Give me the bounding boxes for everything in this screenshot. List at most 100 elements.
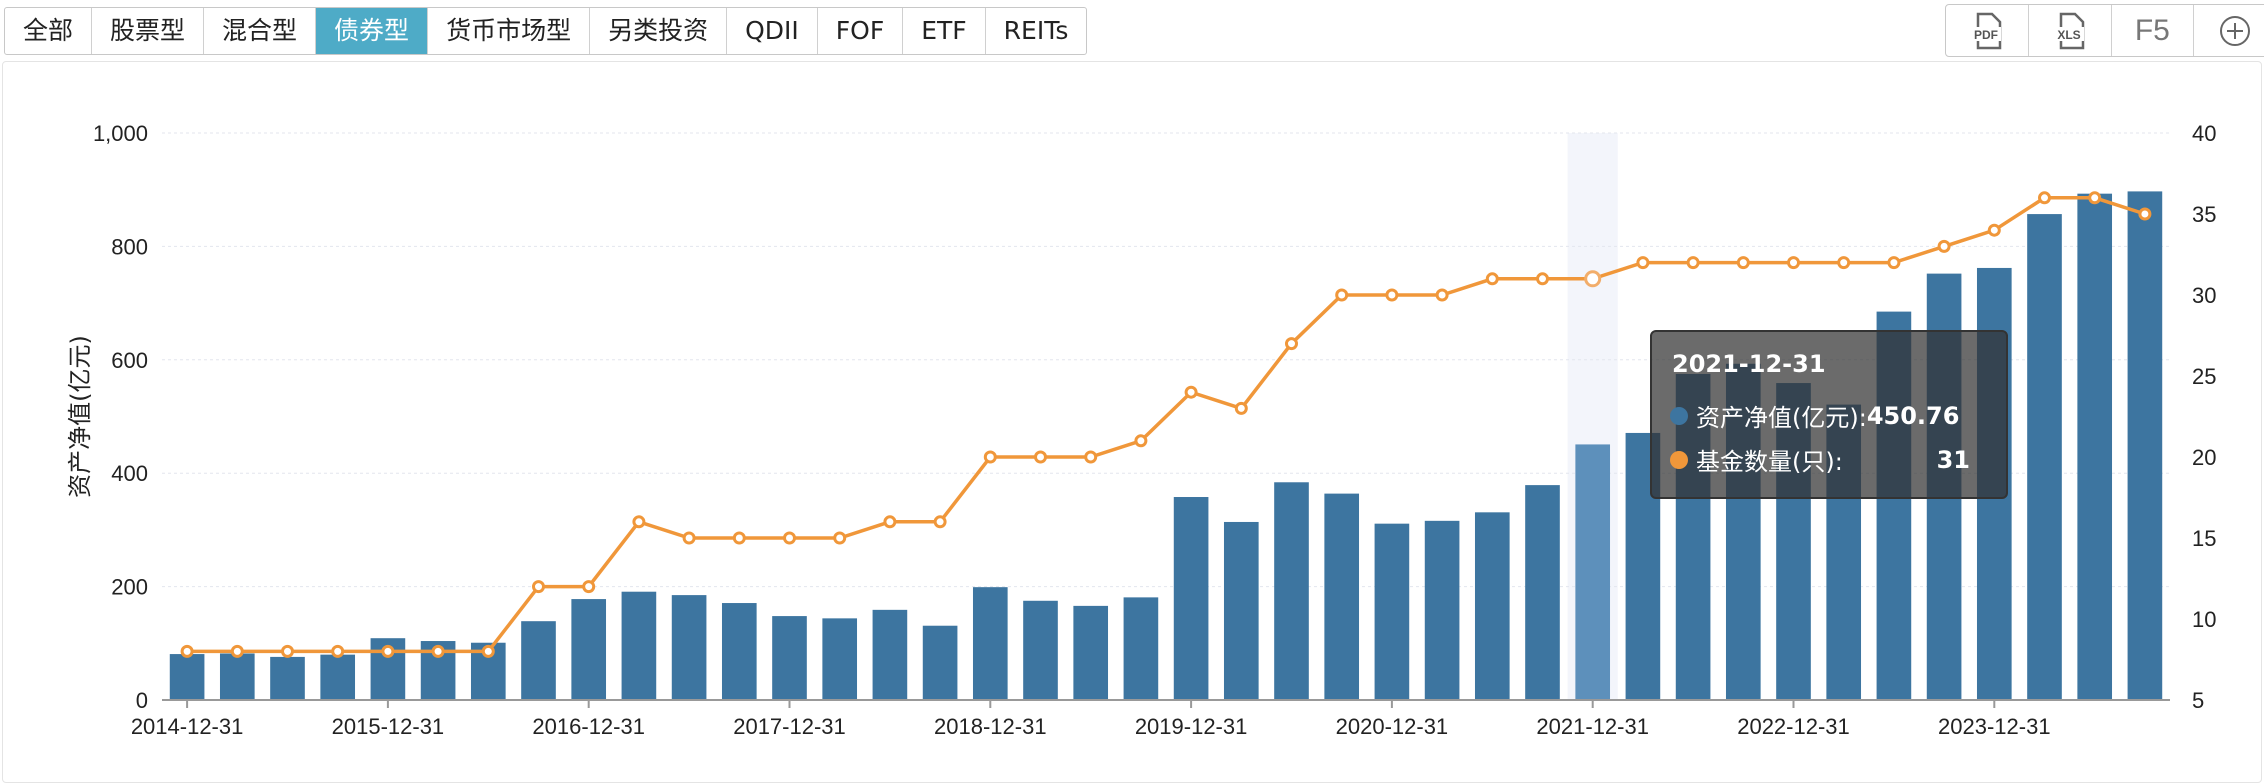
xls-file-icon: XLS bbox=[2053, 12, 2084, 49]
right-axis-tick-label: 25 bbox=[2192, 364, 2216, 389]
tooltip-label: 基金数量(只): bbox=[1696, 448, 1843, 476]
left-axis-tick-label: 1,000 bbox=[93, 121, 148, 146]
line-point bbox=[1837, 256, 1851, 270]
line-point bbox=[1636, 256, 1650, 270]
x-axis-tick-label: 2017-12-31 bbox=[733, 714, 846, 739]
left-axis-tick-label: 0 bbox=[136, 688, 148, 713]
left-axis-tick-label: 800 bbox=[111, 234, 148, 259]
line-point bbox=[180, 644, 194, 658]
line-point bbox=[230, 644, 244, 658]
bar bbox=[922, 625, 958, 700]
tab-8[interactable]: ETF bbox=[903, 8, 986, 54]
bar bbox=[270, 656, 305, 700]
tab-3[interactable]: 债券型 bbox=[316, 8, 429, 54]
line-point bbox=[481, 644, 495, 658]
line-point bbox=[1686, 256, 1700, 270]
bar-line-chart: 0 200 400 600 800 1,000 5 10 15 20 25 30 35 40 资产净值(亿元… bbox=[66, 121, 2216, 739]
x-axis-tick-label: 2022-12-31 bbox=[1737, 714, 1850, 739]
add-button[interactable] bbox=[2194, 5, 2264, 56]
bar bbox=[1123, 597, 1159, 700]
x-axis-tick-label: 2016-12-31 bbox=[532, 714, 645, 739]
bar bbox=[621, 591, 657, 700]
bar bbox=[1424, 520, 1460, 700]
bar bbox=[772, 616, 807, 700]
bar bbox=[521, 621, 556, 700]
x-axis-tick-label: 2021-12-31 bbox=[1536, 714, 1649, 739]
line-point bbox=[1485, 272, 1499, 286]
right-axis-tick-label: 5 bbox=[2192, 688, 2204, 713]
left-axis-tick-label: 400 bbox=[111, 461, 148, 486]
bar bbox=[1073, 605, 1109, 700]
line-point bbox=[1385, 288, 1399, 302]
bar bbox=[571, 599, 607, 700]
bar bbox=[1324, 493, 1360, 700]
bar bbox=[671, 595, 707, 700]
left-axis-title: 资产净值(亿元) bbox=[66, 335, 94, 498]
svg-text:PDF: PDF bbox=[1974, 28, 1998, 42]
tab-2[interactable]: 混合型 bbox=[204, 8, 317, 54]
x-axis-tick-label: 2014-12-31 bbox=[131, 714, 244, 739]
toolbar: PDF XLS F5 bbox=[1945, 4, 2264, 57]
svg-text:XLS: XLS bbox=[2057, 28, 2080, 42]
tooltip-value: 450.76 bbox=[1866, 401, 1960, 430]
bar bbox=[2027, 214, 2062, 700]
line-point bbox=[281, 644, 294, 658]
line-point bbox=[1584, 270, 1602, 288]
line-point bbox=[331, 644, 345, 658]
tab-9[interactable]: REITs bbox=[1003, 16, 1069, 45]
tooltip-row-fund-count: 基金数量(只): 31 bbox=[1670, 442, 1990, 477]
export-pdf-button[interactable]: PDF bbox=[1946, 5, 2029, 56]
line-point bbox=[632, 515, 646, 529]
bar bbox=[972, 587, 1008, 700]
line-point bbox=[1184, 385, 1198, 399]
tab-7[interactable]: FOF bbox=[818, 8, 904, 54]
bar bbox=[872, 609, 908, 700]
bar bbox=[169, 654, 205, 700]
line-point bbox=[1987, 223, 2001, 237]
line-point bbox=[1736, 256, 1750, 270]
bar bbox=[1525, 485, 1560, 700]
tab-0[interactable]: 全部 bbox=[5, 8, 93, 54]
line-point bbox=[1787, 256, 1800, 270]
line-point bbox=[1937, 239, 1951, 253]
bar bbox=[1023, 600, 1058, 700]
line-point bbox=[1335, 288, 1349, 302]
line-point bbox=[381, 644, 395, 658]
x-axis-tick-label: 2020-12-31 bbox=[1336, 714, 1449, 739]
bar bbox=[1223, 521, 1259, 700]
right-axis-tick-label: 40 bbox=[2192, 121, 2216, 146]
line-point bbox=[833, 531, 847, 545]
x-axis-tick-label: 2015-12-31 bbox=[332, 714, 445, 739]
bar bbox=[320, 654, 356, 700]
line-point bbox=[1887, 256, 1901, 270]
tab-5[interactable]: 另类投资 bbox=[590, 8, 728, 54]
refresh-f5-button[interactable]: F5 bbox=[2112, 5, 2195, 56]
line-point bbox=[2138, 207, 2152, 221]
line-point bbox=[682, 531, 696, 545]
bar bbox=[1575, 444, 1611, 700]
chart-tooltip: 2021-12-31 资产净值(亿元): 450.76 基金数量(只): 31 bbox=[1650, 330, 2008, 499]
bar bbox=[1374, 523, 1410, 700]
bar bbox=[1173, 497, 1209, 700]
line-point bbox=[532, 580, 545, 594]
series-dot-icon bbox=[1670, 406, 1688, 425]
tab-1[interactable]: 股票型 bbox=[92, 8, 205, 54]
line-series bbox=[187, 196, 2146, 654]
tab-4[interactable]: 货币市场型 bbox=[428, 8, 591, 54]
right-axis-tick-label: 20 bbox=[2192, 445, 2216, 470]
tab-6[interactable]: QDII bbox=[727, 8, 818, 54]
right-axis-tick-label: 30 bbox=[2192, 283, 2216, 308]
right-axis-tick-label: 15 bbox=[2192, 526, 2216, 551]
line-point bbox=[1134, 434, 1148, 448]
line-point bbox=[1234, 401, 1248, 415]
line-point bbox=[1435, 288, 1449, 302]
export-xls-button[interactable]: XLS bbox=[2029, 5, 2112, 56]
bar bbox=[2077, 193, 2113, 700]
series-dot-icon bbox=[1670, 450, 1688, 469]
tooltip-label: 资产净值(亿元): bbox=[1696, 404, 1867, 432]
left-axis-tick-label: 200 bbox=[111, 575, 148, 600]
line-point bbox=[431, 644, 445, 658]
fund-type-tabs: 全部 股票型 混合型 债券型 货币市场型 另类投资 QDII FOF ETF REITs bbox=[4, 7, 1088, 55]
tooltip-row-net-assets: 资产净值(亿元): 450.76 bbox=[1670, 398, 1990, 433]
line-point bbox=[1034, 450, 1047, 464]
